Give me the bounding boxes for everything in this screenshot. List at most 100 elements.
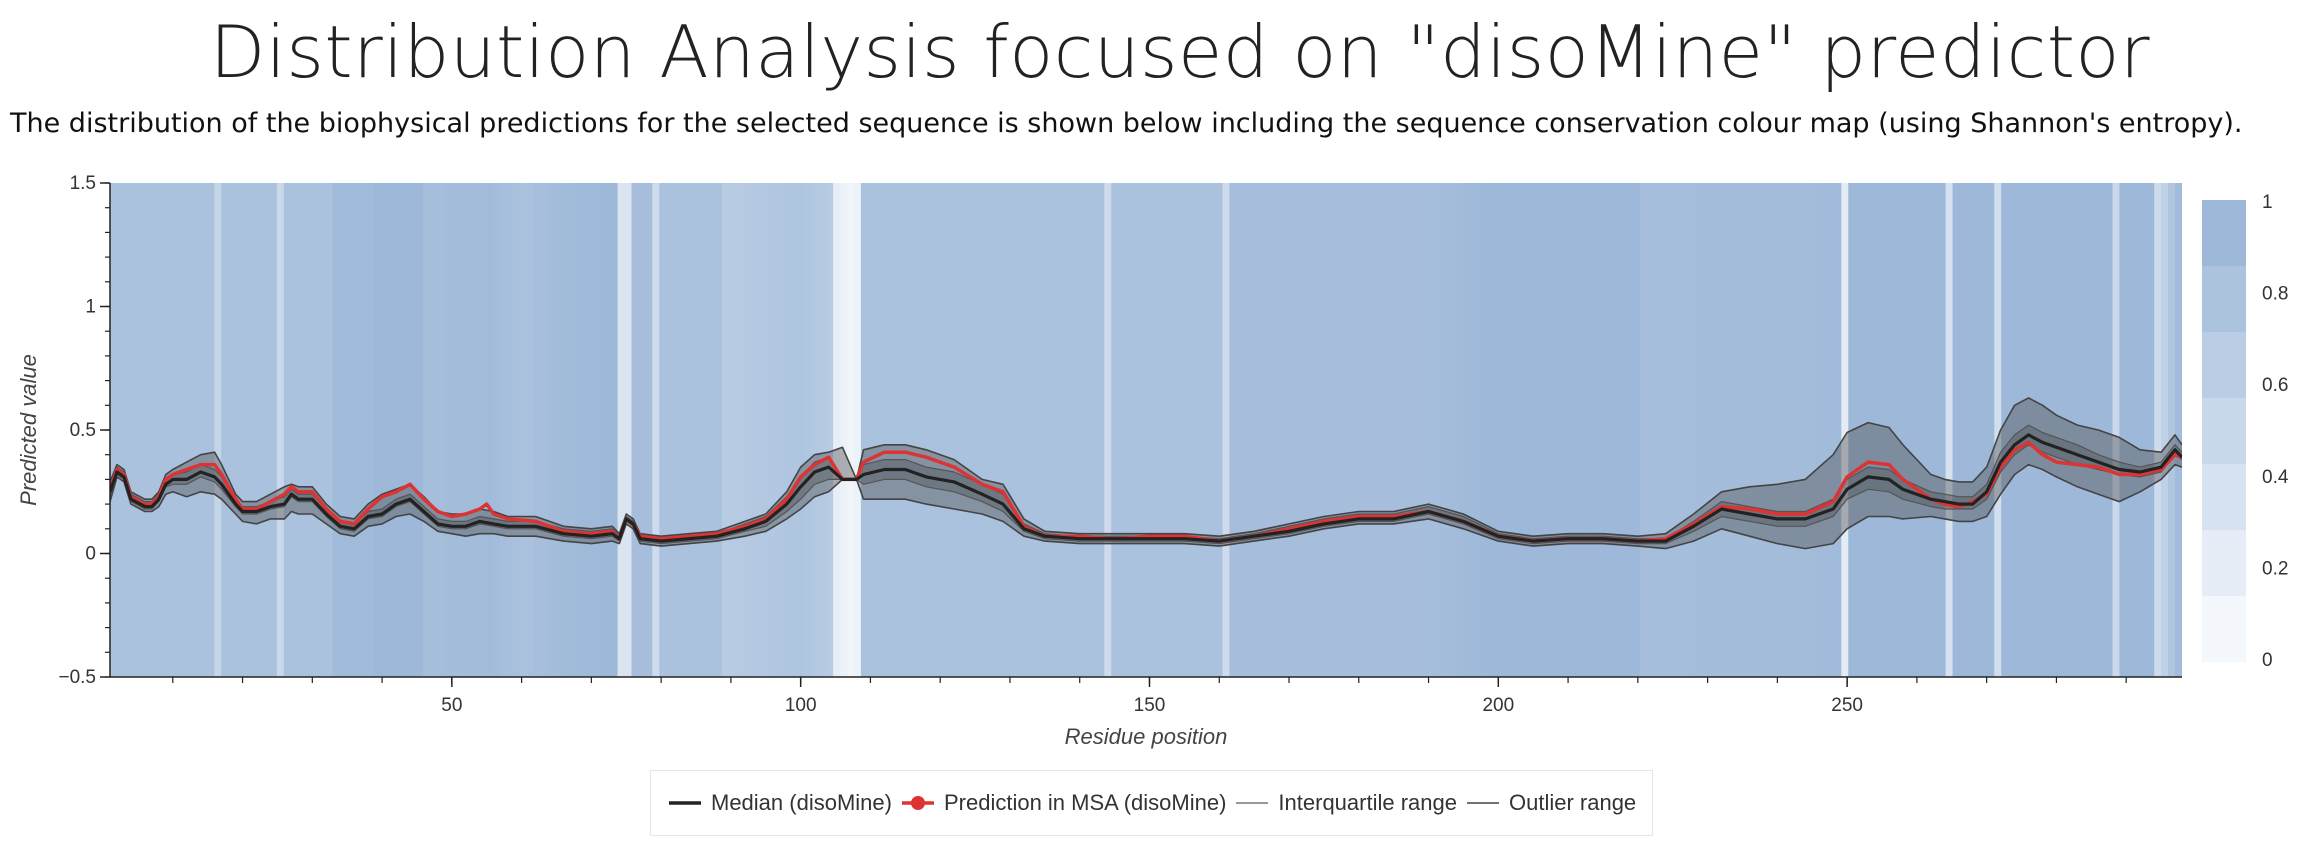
- conservation-stripe: [944, 183, 952, 677]
- conservation-stripe: [2154, 183, 2162, 677]
- conservation-stripe: [2112, 183, 2121, 677]
- conservation-stripe: [2022, 183, 2030, 677]
- conservation-stripe: [1479, 183, 1488, 677]
- y-axis-title: Predicted value: [16, 354, 41, 506]
- conservation-stripe: [979, 183, 987, 677]
- legend-item-outlier[interactable]: Outlier range: [1465, 790, 1636, 816]
- conservation-stripe: [812, 183, 820, 677]
- conservation-stripe: [1903, 183, 1912, 677]
- conservation-stripe: [242, 183, 250, 677]
- conservation-stripe: [735, 183, 744, 677]
- conservation-stripe: [1298, 183, 1307, 677]
- conservation-stripe: [840, 183, 848, 677]
- conservation-stripe: [1215, 183, 1224, 677]
- conservation-stripe: [116, 183, 125, 677]
- legend-item-median[interactable]: Median (disoMine): [667, 790, 892, 816]
- conservation-stripe: [1521, 183, 1530, 677]
- conservation-stripe: [1354, 183, 1363, 677]
- legend-label-iqr: Interquartile range: [1278, 790, 1457, 815]
- conservation-stripe: [742, 183, 751, 677]
- conservation-stripe: [304, 183, 313, 677]
- conservation-stripe: [360, 183, 368, 677]
- conservation-stripe: [1632, 183, 1641, 677]
- conservation-stripe: [2070, 183, 2079, 677]
- conservation-stripe: [464, 183, 473, 677]
- conservation-stripe: [249, 183, 257, 677]
- conservation-stripe: [1146, 183, 1154, 677]
- y-tick-label: −0.5: [58, 667, 96, 688]
- conservation-stripe: [1750, 183, 1759, 677]
- conservation-stripe: [548, 183, 556, 677]
- conservation-stripe: [1076, 183, 1085, 677]
- conservation-stripe: [1132, 183, 1140, 677]
- x-axis-title: Residue position: [1065, 724, 1228, 749]
- conservation-stripe: [1674, 183, 1682, 677]
- legend-label-outlier: Outlier range: [1508, 790, 1637, 815]
- conservation-stripe: [1257, 183, 1265, 677]
- conservation-stripe: [485, 183, 494, 677]
- conservation-stripe: [283, 183, 292, 677]
- conservation-stripe: [610, 183, 619, 677]
- conservation-stripe: [1104, 183, 1112, 677]
- colorbar-step: [2202, 464, 2246, 531]
- conservation-stripe: [666, 183, 674, 677]
- conservation-stripe: [1333, 183, 1342, 677]
- conservation-stripe: [443, 183, 452, 677]
- conservation-stripe: [1827, 183, 1835, 677]
- conservation-stripe: [311, 183, 320, 677]
- conservation-stripe: [1118, 183, 1126, 677]
- x-tick-label: 100: [785, 695, 817, 716]
- conservation-stripe: [930, 183, 939, 677]
- conservation-stripe: [888, 183, 897, 677]
- conservation-stripe: [1389, 183, 1397, 677]
- conservation-stripe: [1959, 183, 1968, 677]
- conservation-stripe: [1611, 183, 1620, 677]
- conservation-stripe: [2049, 183, 2058, 677]
- conservation-stripe: [137, 183, 146, 677]
- conservation-stripe: [1563, 183, 1571, 677]
- conservation-stripe: [1604, 183, 1613, 677]
- colorbar: 0 0.2 0.4 0.6 0.8 1: [2202, 192, 2289, 671]
- conservation-stripe: [1542, 183, 1550, 677]
- conservation-stripe: [1159, 183, 1168, 677]
- conservation-stripe: [860, 183, 869, 677]
- conservation-stripe: [276, 183, 285, 677]
- median-line-icon: [669, 801, 701, 805]
- conservation-stripe: [575, 183, 584, 677]
- conservation-stripe: [415, 183, 424, 677]
- conservation-stripe: [1236, 183, 1244, 677]
- legend-label-median: Median (disoMine): [711, 790, 892, 815]
- conservation-stripe: [353, 183, 361, 677]
- outlier-line-icon: [1466, 802, 1499, 804]
- page-title: Distribution Analysis focused on "disoMi…: [209, 10, 2151, 94]
- legend-item-prediction[interactable]: Prediction in MSA (disoMine): [900, 790, 1226, 816]
- conservation-stripe: [1312, 183, 1321, 677]
- legend-item-iqr[interactable]: Interquartile range: [1234, 790, 1457, 816]
- conservation-stripe: [1438, 183, 1446, 677]
- conservation-stripe: [582, 183, 591, 677]
- colorbar-tick-label: 0.8: [2262, 284, 2288, 305]
- y-tick-label: 1.5: [70, 173, 96, 194]
- conservation-colour-map: [110, 183, 2182, 677]
- conservation-stripe: [881, 183, 890, 677]
- conservation-stripe: [1111, 183, 1119, 677]
- y-tick-label: 0.5: [70, 420, 96, 441]
- conservation-stripe: [422, 183, 431, 677]
- conservation-stripe: [1486, 183, 1495, 677]
- conservation-stripe: [937, 183, 945, 677]
- conservation-stripe: [1173, 183, 1182, 677]
- conservation-stripe: [596, 183, 605, 677]
- conservation-stripe: [833, 183, 841, 677]
- conservation-stripe: [707, 183, 716, 677]
- conservation-stripe: [1723, 183, 1731, 677]
- conservation-stripe: [436, 183, 445, 677]
- conservation-stripe: [1667, 183, 1676, 677]
- conservation-stripe: [714, 183, 723, 677]
- conservation-stripe: [1820, 183, 1828, 677]
- conservation-stripe: [367, 183, 375, 677]
- conservation-stripe: [1417, 183, 1425, 677]
- conservation-stripe: [144, 183, 153, 677]
- conservation-stripe: [2084, 183, 2093, 677]
- conservation-stripe: [123, 183, 132, 677]
